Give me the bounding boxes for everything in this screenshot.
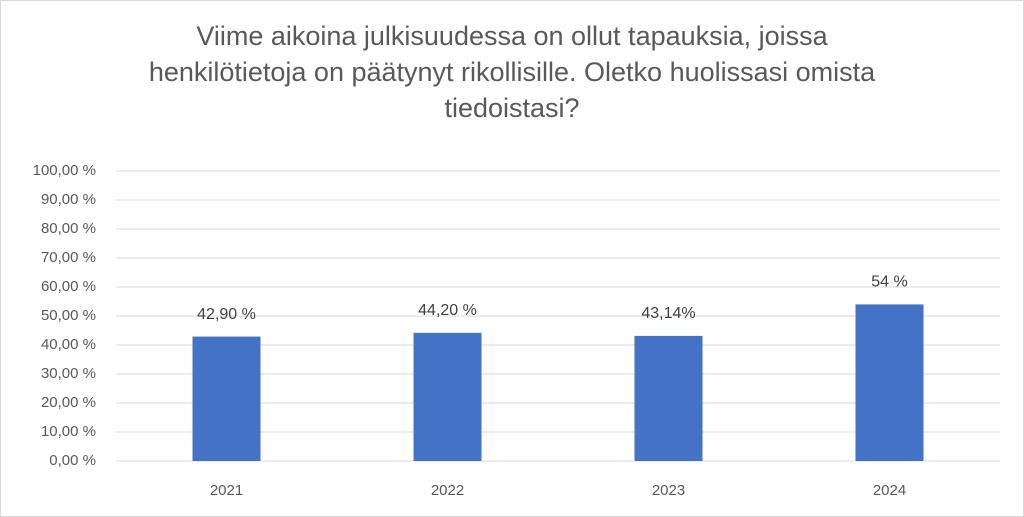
chart-title: Viime aikoina julkisuudessa on ollut tap… [148,21,876,123]
x-tick-label: 2024 [873,482,906,499]
bar [192,336,261,461]
value-label: 43,14% [641,305,695,322]
x-tick-label: 2023 [652,482,685,499]
y-tick-label: 80,00 % [41,220,96,237]
y-tick-label: 50,00 % [41,307,96,324]
bar [855,304,924,461]
y-tick-label: 20,00 % [41,394,96,411]
bar [413,332,482,461]
y-tick-label: 90,00 % [41,191,96,208]
value-label: 44,20 % [418,302,477,319]
y-tick-label: 70,00 % [41,249,96,266]
y-tick-label: 60,00 % [41,278,96,295]
y-tick-label: 0,00 % [49,452,96,469]
bar [634,335,703,461]
value-label: 42,90 % [197,306,256,323]
y-tick-label: 10,00 % [41,423,96,440]
y-tick-label: 40,00 % [41,336,96,353]
y-tick-label: 100,00 % [33,162,96,179]
x-tick-label: 2021 [210,482,243,499]
y-tick-label: 30,00 % [41,365,96,382]
x-tick-label: 2022 [431,482,464,499]
value-label: 54 % [871,274,907,291]
